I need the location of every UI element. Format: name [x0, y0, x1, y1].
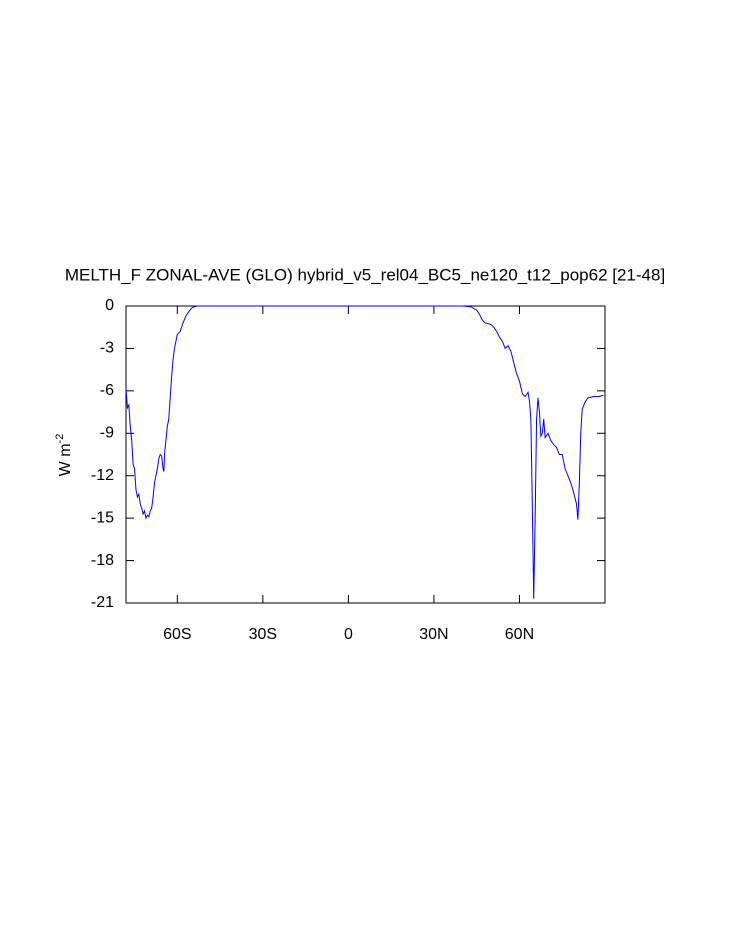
x-tick-label: 30S: [249, 626, 277, 643]
chart-title: MELTH_F ZONAL-AVE (GLO) hybrid_v5_rel04_…: [65, 265, 665, 284]
x-tick-label: 0: [344, 626, 353, 643]
y-axis-label-text: W m: [57, 443, 74, 476]
y-tick-label: -9: [100, 425, 114, 442]
y-tick-label: -15: [91, 509, 114, 526]
data-line: [125, 305, 604, 599]
y-tick-label: -6: [100, 382, 114, 399]
y-tick-label: -12: [91, 467, 114, 484]
x-tick-label: 30N: [419, 626, 448, 643]
y-axis-label-superscript: -2: [54, 434, 66, 444]
y-tick-label: -18: [91, 552, 114, 569]
y-axis-label: W m-2: [54, 434, 74, 477]
y-tick-label: 0: [105, 297, 114, 314]
y-tick-label: -3: [100, 340, 114, 357]
x-tick-label: 60N: [505, 626, 534, 643]
x-tick-label: 60S: [163, 626, 191, 643]
y-tick-label: -21: [91, 594, 114, 611]
